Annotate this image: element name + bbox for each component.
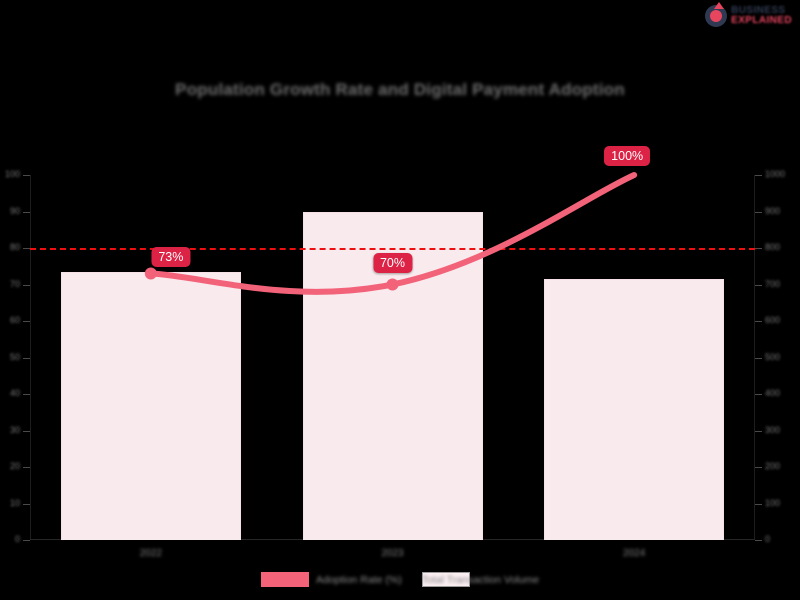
line-series-Adoption Rate (%) <box>144 172 638 295</box>
y-axis-left-tick-label: 80 <box>9 242 20 252</box>
y-axis-right-tick <box>755 321 762 322</box>
data-label-2022: 73% <box>151 246 191 267</box>
y-axis-right-tick-label: 900 <box>765 205 781 216</box>
data-label-2024: 100% <box>604 146 651 166</box>
y-axis-right-tick-label: 200 <box>765 461 781 471</box>
y-axis-left-tick-label: 0 <box>14 534 20 544</box>
y-axis-right-tick-label: 1000 <box>765 169 786 179</box>
x-axis-label-2023: 2023 <box>381 548 404 559</box>
y-axis-left-tick-label: 90 <box>9 205 20 216</box>
y-axis-left-tick-label: 100 <box>4 169 20 179</box>
legend-label-line: Adoption Rate (%) <box>315 573 402 586</box>
y-axis-right-tick <box>755 175 762 176</box>
line-path <box>147 172 638 295</box>
y-axis-right-tick-label: 300 <box>765 424 781 435</box>
y-axis-left-tick <box>23 211 30 213</box>
chart-title: Population Growth Rate and Digital Payme… <box>175 80 625 99</box>
plot-area: 100 90 80 70 60 50 40 30 20 10 0 1000 900 800 700 600 50… <box>5 169 785 544</box>
y-axis-left-tick-label: 60 <box>9 315 20 325</box>
y-axis-right-tick-label: 800 <box>765 242 781 252</box>
x-axis-label-2022: 2022 <box>139 548 162 559</box>
y-axis-left-tick <box>23 503 30 505</box>
y-axis-right-tick-label: 500 <box>765 351 781 362</box>
bar-2022[interactable] <box>60 271 241 540</box>
legend-item-line[interactable]: Adoption Rate (%) <box>260 572 402 587</box>
legend-swatch-bar <box>421 572 470 587</box>
y-axis-left-tick-label: 40 <box>9 388 20 398</box>
y-axis-right-tick <box>755 284 762 286</box>
y-axis-right-tick <box>755 248 762 249</box>
logo-line1: BUSINESS <box>731 4 786 16</box>
chart-legend: Adoption Rate (%) Total Transaction Volu… <box>0 572 800 587</box>
y-axis-left-line <box>30 175 31 540</box>
data-label-2023: 70% <box>372 252 413 273</box>
legend-item-bar[interactable]: Total Transaction Volume <box>421 572 540 587</box>
line-marker-2022[interactable] <box>144 267 157 280</box>
y-axis-left-tick <box>23 321 30 322</box>
y-axis-right-tick <box>755 540 762 541</box>
y-axis-left-tick-label: 20 <box>9 461 20 471</box>
watermark-logo: BUSINESS EXPLAINED <box>705 2 792 29</box>
legend-swatch-line <box>260 572 309 587</box>
y-axis-left-tick-label: 10 <box>9 497 20 508</box>
y-axis-right-tick-label: 0 <box>765 534 771 544</box>
y-axis-right-tick-label: 700 <box>765 278 781 289</box>
y-axis-right-line <box>754 175 755 540</box>
y-axis-left-tick <box>23 394 30 395</box>
y-axis-left-tick <box>23 467 30 468</box>
y-axis-right-tick-label: 100 <box>765 497 781 508</box>
logo-mark-icon <box>705 2 728 27</box>
y-axis-left-tick <box>23 540 30 541</box>
y-axis-right-tick <box>755 211 762 213</box>
y-axis-left-tick <box>23 248 30 249</box>
logo-line2: EXPLAINED <box>731 15 792 26</box>
legend-label-bar: Total Transaction Volume <box>421 573 540 586</box>
y-axis-right-tick <box>755 357 762 359</box>
y-axis-left-tick <box>23 430 30 432</box>
y-axis-right-tick-label: 400 <box>765 388 781 398</box>
bar-2024[interactable] <box>544 279 725 540</box>
y-axis-left-tick-label: 30 <box>9 424 20 435</box>
y-axis-right-tick-label: 600 <box>765 315 781 325</box>
y-axis-right-tick <box>755 430 762 432</box>
reference-line <box>30 248 755 250</box>
line-marker-2023[interactable] <box>386 278 399 291</box>
y-axis-left-tick-label: 70 <box>9 278 20 289</box>
y-axis-left-tick-label: 50 <box>9 351 20 362</box>
y-axis-right-tick <box>755 467 762 468</box>
y-axis-left-tick <box>23 175 30 176</box>
y-axis-left-tick <box>23 357 30 359</box>
y-axis-right-tick <box>755 394 762 395</box>
y-axis-left-tick <box>23 284 30 286</box>
x-axis-label-2024: 2024 <box>623 548 646 559</box>
y-axis-right-tick <box>755 503 762 505</box>
logo-text: BUSINESS EXPLAINED <box>731 4 792 26</box>
